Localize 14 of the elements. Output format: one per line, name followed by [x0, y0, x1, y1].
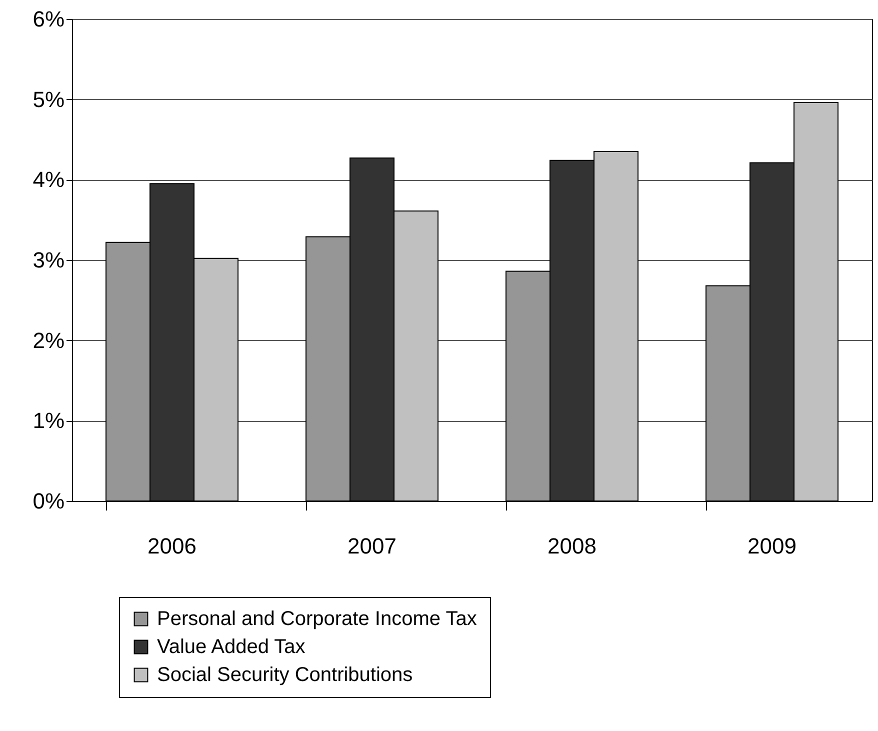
y-tick-label: 0% — [32, 488, 64, 514]
legend-label: Social Security Contributions — [157, 664, 413, 686]
x-tick-label: 2008 — [548, 534, 596, 558]
x-tick-label: 2009 — [748, 534, 796, 558]
y-tick-label: 6% — [32, 6, 64, 32]
y-tick-label: 3% — [32, 248, 64, 272]
y-tick-label: 4% — [32, 167, 64, 192]
legend-label: Value Added Tax — [157, 636, 306, 658]
x-tick-label: 2006 — [148, 534, 196, 558]
x-tick-label: 2007 — [348, 534, 396, 558]
legend-label: Personal and Corporate Income Tax — [157, 608, 477, 630]
y-tick-label: 5% — [32, 86, 64, 112]
y-tick-label: 1% — [32, 408, 64, 434]
y-tick-label: 2% — [32, 328, 64, 353]
